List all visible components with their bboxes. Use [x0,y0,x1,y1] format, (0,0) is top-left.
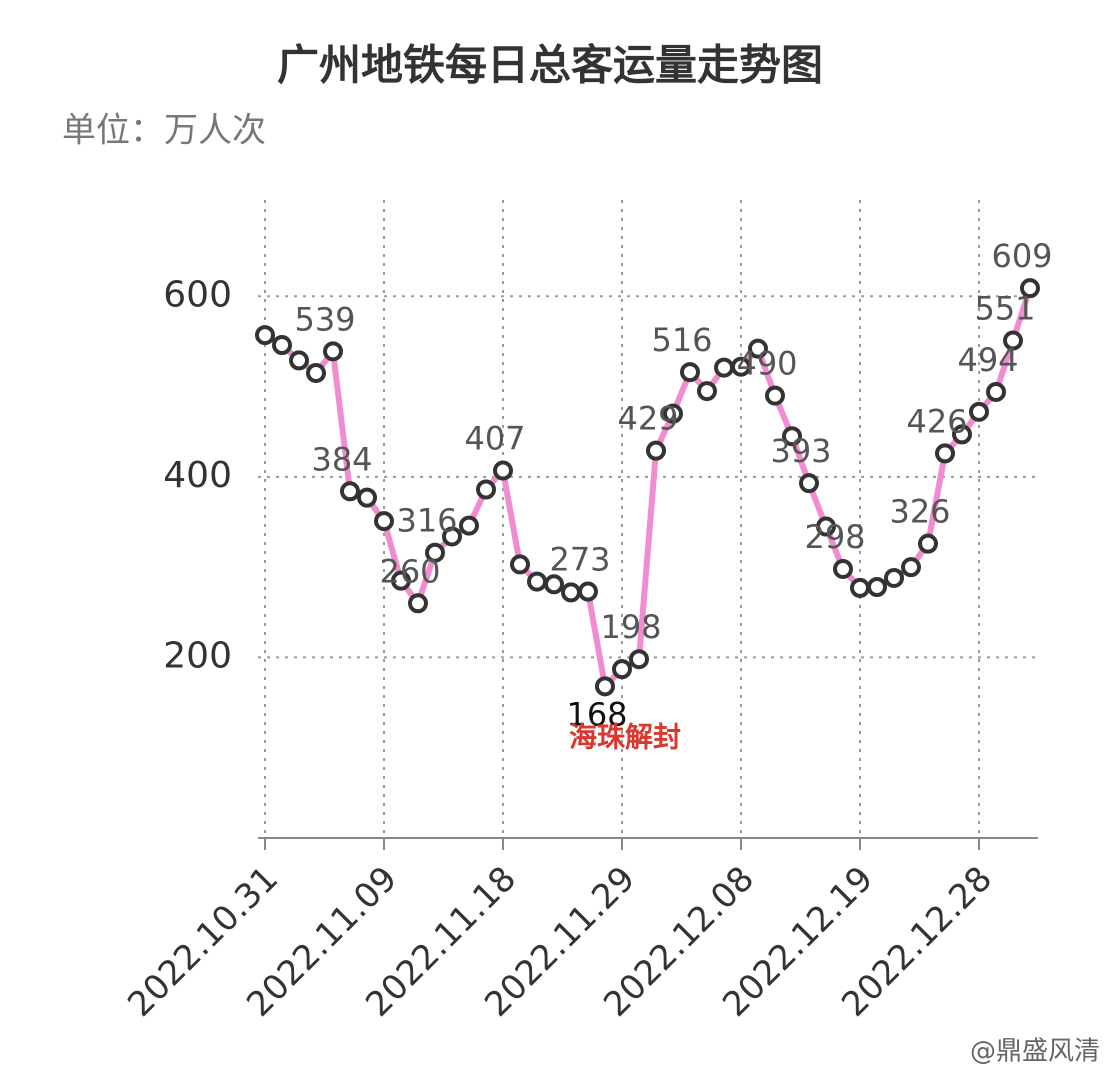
marker [969,401,989,422]
data-label: 551 [974,290,1035,328]
chart-subtitle: 单位：万人次 [62,111,266,151]
y-tick-label: 200 [163,635,232,676]
marker [867,577,887,598]
data-label: 384 [311,440,372,478]
marker [765,385,785,406]
marker [612,659,632,680]
data-label: 539 [294,300,355,338]
marker [646,440,666,461]
marker [561,582,581,603]
marker [289,350,309,371]
marker [425,542,445,563]
data-label: 490 [736,345,797,383]
marker [357,487,377,508]
marker [1003,330,1023,351]
marker [340,481,360,502]
marker [476,479,496,500]
marker [391,570,411,591]
marker [306,363,326,384]
marker [595,676,615,697]
marker [697,381,717,402]
data-label: 429 [617,400,678,438]
marker [884,567,904,588]
marker [272,335,292,356]
line [263,287,1033,690]
marker [850,577,870,598]
marker [952,424,972,445]
marker [442,526,462,547]
marker [459,515,479,536]
marker [833,558,853,579]
marker [731,356,751,377]
data-label: 426 [906,402,967,440]
data-label: 316 [396,502,457,540]
marker [799,473,819,494]
data-label: 326 [889,493,950,531]
marker [663,403,683,424]
marker [255,325,275,346]
marker [714,357,734,378]
marker [578,581,598,602]
marker [816,516,836,537]
marker [323,341,343,362]
marker [527,571,547,592]
data-label: 494 [957,341,1018,379]
y-tick-label: 400 [163,455,232,496]
data-label: 609 [991,237,1052,275]
data-label: 393 [770,432,831,470]
data-label: 198 [600,608,661,646]
y-tick-label: 600 [163,274,232,315]
marker [935,443,955,464]
marker [629,649,649,670]
marker [374,511,394,532]
marker [680,362,700,383]
data-label: 168 [566,695,627,733]
marker [748,338,768,359]
marker [1020,278,1040,299]
chart-title: 广州地铁每日总客运量走势图 [277,41,823,90]
data-label: 298 [804,518,865,556]
watermark: @鼎盛风清 [970,1037,1100,1067]
marker [408,593,428,614]
data-label: 407 [464,420,525,458]
marker [986,381,1006,402]
marker [510,554,530,575]
data-label: 260 [379,552,440,590]
data-label: 273 [549,541,610,579]
data-label: 516 [651,321,712,359]
annotation: 海珠解封 [569,720,681,753]
marker [493,460,513,481]
marker [782,426,802,447]
marker [918,533,938,554]
marker [544,574,564,595]
marker [901,557,921,578]
